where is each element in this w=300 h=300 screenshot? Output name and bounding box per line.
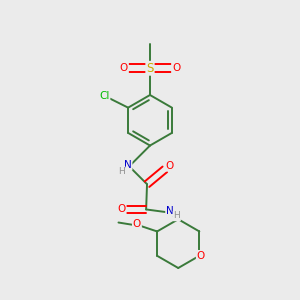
Text: N: N	[166, 206, 174, 216]
Text: O: O	[197, 251, 205, 261]
Text: S: S	[146, 62, 154, 75]
Text: H: H	[173, 212, 180, 220]
Text: O: O	[172, 63, 180, 73]
Text: O: O	[120, 63, 128, 73]
Text: O: O	[133, 219, 141, 229]
Text: Cl: Cl	[99, 91, 110, 101]
Text: N: N	[124, 160, 132, 170]
Text: H: H	[118, 167, 125, 176]
Text: O: O	[117, 204, 126, 214]
Text: O: O	[166, 161, 174, 171]
